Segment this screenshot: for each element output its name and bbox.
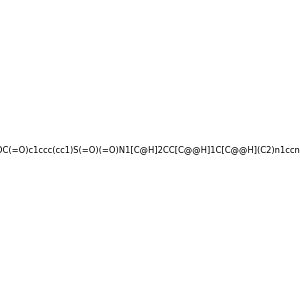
- Text: COC(=O)c1ccc(cc1)S(=O)(=O)N1[C@H]2CC[C@@H]1C[C@@H](C2)n1ccnc1: COC(=O)c1ccc(cc1)S(=O)(=O)N1[C@H]2CC[C@@…: [0, 146, 300, 154]
